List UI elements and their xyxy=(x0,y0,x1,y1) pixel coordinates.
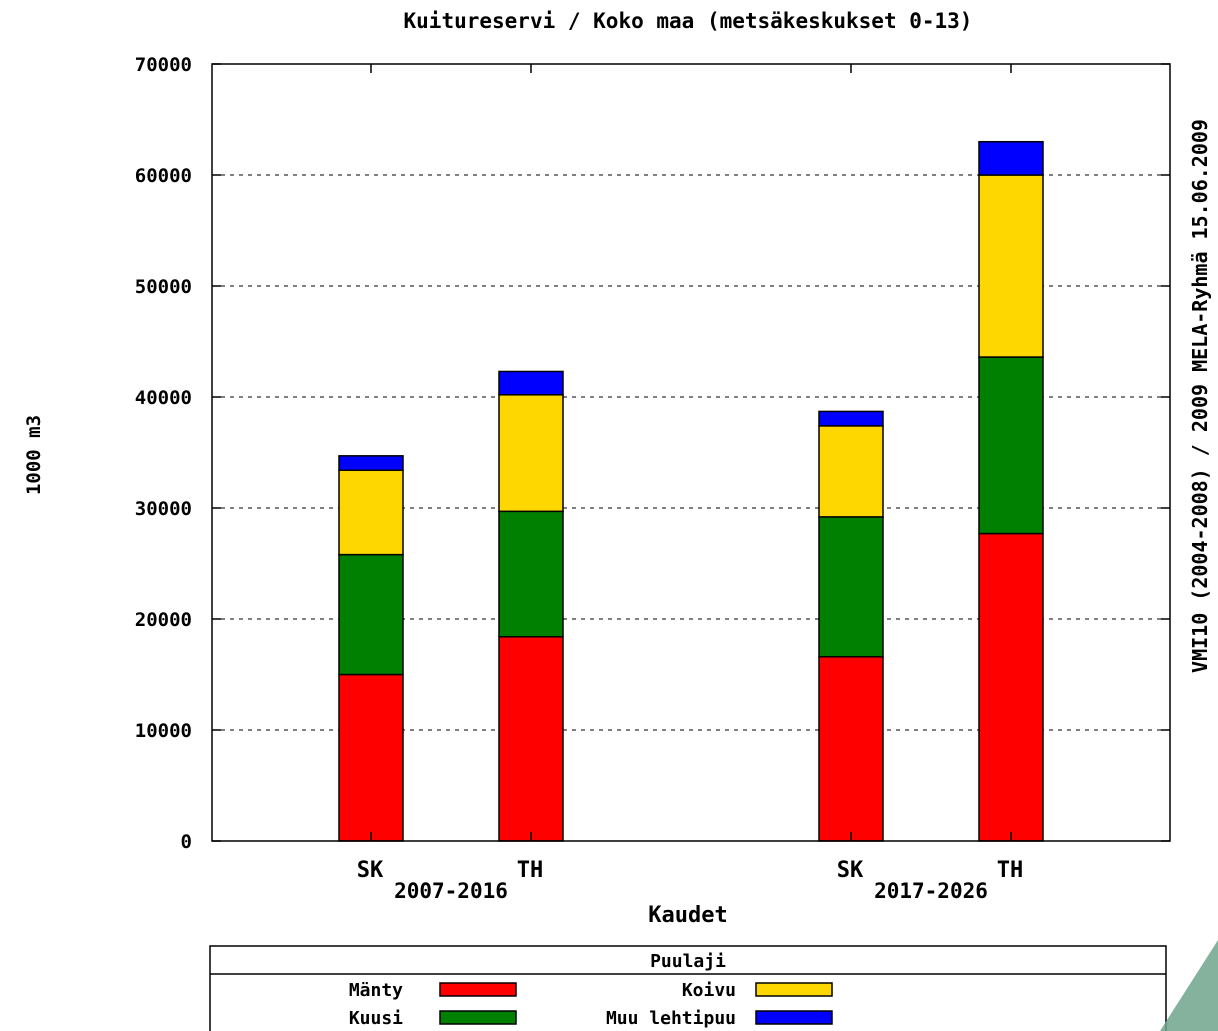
y-tick-label: 70000 xyxy=(135,54,192,76)
bar-segment xyxy=(978,140,1044,176)
legend-label: Muu lehtipuu xyxy=(606,1008,736,1029)
legend-swatch xyxy=(755,1010,833,1025)
chart-title: Kuitureservi / Koko maa (metsäkeskukset … xyxy=(404,9,973,33)
x-group-label: 2007-2016 xyxy=(394,879,508,903)
x-axis-label: Kaudet xyxy=(648,903,727,928)
bar-segment xyxy=(978,356,1044,535)
bar-segment xyxy=(498,636,564,842)
bar-segment xyxy=(818,425,884,518)
y-tick-label: 0 xyxy=(181,831,192,853)
legend-label: Kuusi xyxy=(349,1008,403,1029)
bar-segment xyxy=(338,673,404,842)
plot-frame xyxy=(211,63,1171,842)
legend-swatch xyxy=(439,982,517,997)
bar-segment xyxy=(978,174,1044,358)
legend-frame xyxy=(209,945,1167,1031)
bar-segment xyxy=(818,516,884,658)
bar-segment xyxy=(338,469,404,556)
bar-segment xyxy=(498,370,564,396)
y-tick-label: 30000 xyxy=(135,498,192,520)
bar-segment xyxy=(818,410,884,427)
legend-label: Koivu xyxy=(682,980,736,1001)
bars xyxy=(338,140,1044,842)
x-tick-label: TH xyxy=(517,858,544,883)
x-group-label: 2017-2026 xyxy=(874,879,988,903)
y-tick-label: 60000 xyxy=(135,165,192,187)
legend-label: Mänty xyxy=(349,980,403,1001)
legend-title: Puulaji xyxy=(650,951,726,972)
bar-segment xyxy=(978,532,1044,842)
side-note: VMI10 (2004-2008) / 2009 MELA-Ryhmä 15.0… xyxy=(1188,119,1212,673)
legend-swatch xyxy=(439,1010,517,1025)
x-tick-label: TH xyxy=(997,858,1024,883)
y-tick-label: 50000 xyxy=(135,276,192,298)
legend: Puulaji Mänty Koivu Kuusi Muu lehtipuu xyxy=(209,945,1167,1031)
bar-segment xyxy=(338,553,404,676)
x-axis: SK TH 2007-2016 SK TH 2017-2026 xyxy=(357,64,1024,903)
y-tick-label: 10000 xyxy=(135,720,192,742)
y-axis: 0 10000 20000 30000 40000 50000 60000 70000 xyxy=(135,54,1170,853)
x-tick-label: SK xyxy=(357,858,384,883)
gridlines xyxy=(212,174,1170,731)
bar-segment xyxy=(338,455,404,472)
y-tick-label: 20000 xyxy=(135,609,192,631)
bar-segment xyxy=(818,655,884,842)
y-axis-label: 1000 m3 xyxy=(23,415,45,495)
bar-segment xyxy=(498,510,564,638)
legend-swatch xyxy=(755,982,833,997)
y-tick-label: 40000 xyxy=(135,387,192,409)
x-tick-label: SK xyxy=(837,858,864,883)
bar-segment xyxy=(498,394,564,513)
corner-decoration xyxy=(1160,940,1218,1031)
